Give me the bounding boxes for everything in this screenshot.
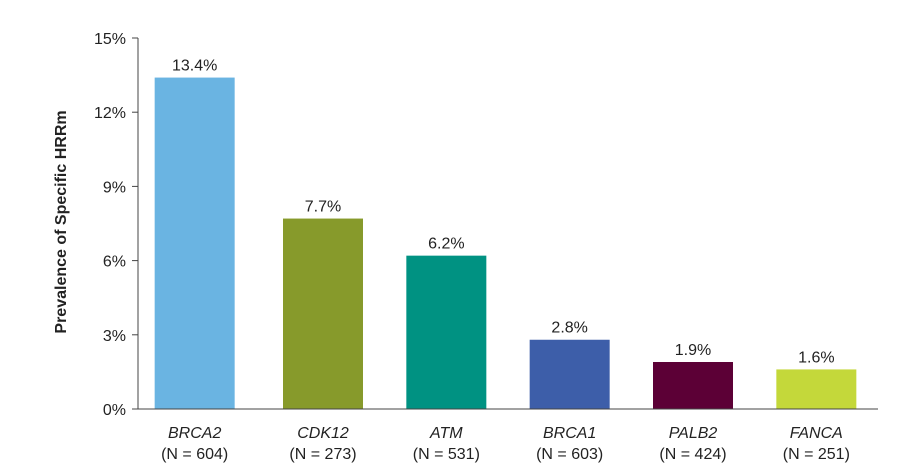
bar-brca2 (154, 77, 235, 409)
sample-size-label: (N = 251) (783, 446, 850, 463)
y-tick-label: 6% (103, 254, 126, 271)
x-tick-label: BRCA1 (543, 425, 596, 442)
bar-palb2 (653, 362, 733, 409)
data-label: 7.7% (305, 199, 341, 216)
y-tick-label: 9% (103, 179, 126, 196)
sample-size-label: (N = 604) (161, 446, 228, 463)
y-axis: 0% 3% 6% 9% 12% 15% (94, 31, 138, 419)
x-tick-label: PALB2 (669, 425, 718, 442)
x-tick-label: BRCA2 (168, 425, 221, 442)
y-tick-label: 0% (103, 402, 126, 419)
x-tick-label: CDK12 (297, 425, 349, 442)
sample-size-label: (N = 273) (289, 446, 356, 463)
data-label: 1.6% (798, 349, 834, 366)
sample-size-label: (N = 424) (659, 446, 726, 463)
y-tick-label: 15% (94, 31, 126, 48)
x-tick-label: FANCA (790, 425, 843, 442)
y-axis-title: Prevalence of Specific HRRm (53, 110, 70, 333)
sample-size-label: (N = 603) (536, 446, 603, 463)
y-tick-label: 3% (103, 328, 126, 345)
bars-group: 13.4% 7.7% 6.2% 2.8% 1.9% 1.6% (154, 58, 857, 409)
bar-brca1 (529, 339, 610, 409)
data-label: 1.9% (675, 342, 711, 359)
bar-cdk12 (283, 218, 363, 409)
x-tick-label: ATM (429, 425, 463, 442)
y-tick-label: 12% (94, 105, 126, 122)
sample-size-label: (N = 531) (413, 446, 480, 463)
data-label: 6.2% (428, 236, 464, 253)
x-axis-labels: BRCA2 (N = 604) CDK12 (N = 273) ATM (N = 531)… (161, 425, 850, 463)
data-label: 2.8% (551, 320, 587, 337)
bar-fanca (776, 369, 857, 409)
bar-atm (406, 255, 487, 409)
data-label: 13.4% (172, 58, 217, 75)
